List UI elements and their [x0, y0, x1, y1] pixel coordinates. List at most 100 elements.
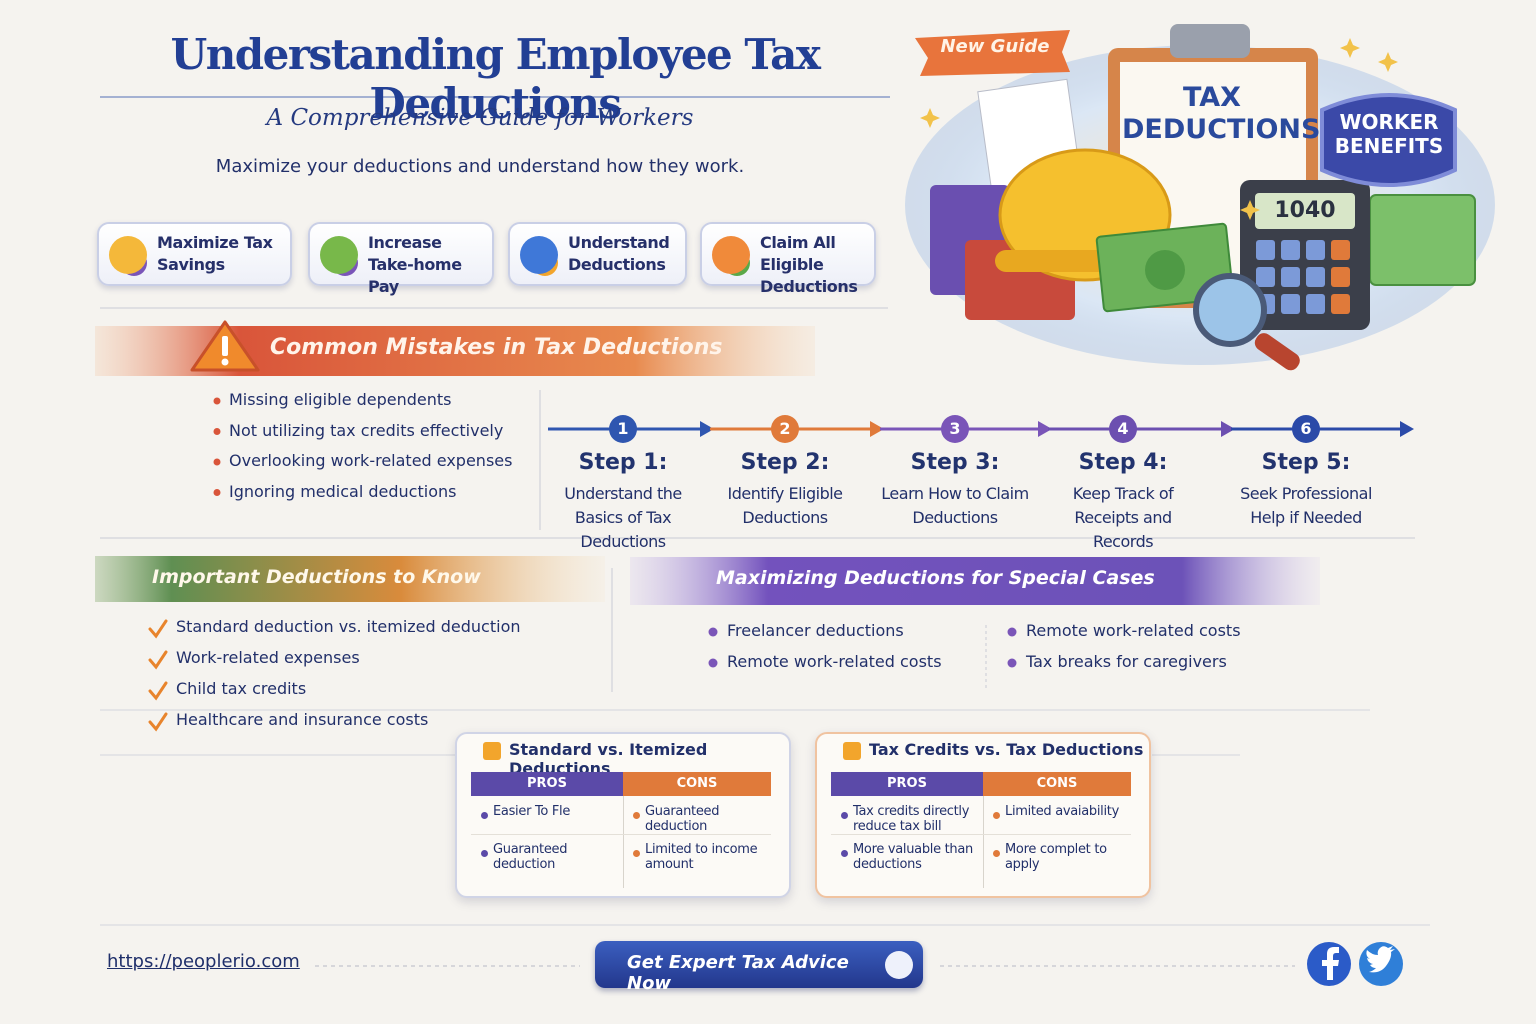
bullet: [213, 397, 221, 405]
check: [148, 712, 168, 732]
cta-arrow: [885, 951, 913, 979]
step-circle: [609, 415, 637, 443]
bullet: [1007, 627, 1017, 637]
bullet: [708, 627, 718, 637]
footer-url[interactable]: https://peoplerio.com: [107, 951, 300, 972]
calc-key: [1331, 240, 1350, 260]
step-title: Step 4:: [1078, 450, 1168, 475]
badge: Maximize Tax Savings: [97, 222, 292, 286]
calc-key: [1331, 294, 1350, 314]
comparison-card: Standard vs. Itemized Deductions PROS Easi…: [455, 732, 791, 898]
table-cell: Easier To Fle: [493, 804, 571, 819]
title: Understanding Employee Tax Deductions: [170, 30, 821, 128]
step-text: Understand the Basics of Tax Deductions: [564, 484, 682, 551]
warning-mark: [222, 336, 228, 356]
important-item: Work-related expenses: [176, 648, 360, 667]
ribbon: [915, 30, 1070, 76]
cell-divider: [623, 796, 624, 888]
sparkle: [1340, 38, 1360, 58]
step-number: 3: [949, 419, 961, 438]
table-bullet: [841, 850, 848, 857]
subtitle: A Comprehensive Guide for Workers: [266, 105, 694, 131]
hero-clipboard: TAX DEDUCTIONS: [1122, 82, 1321, 145]
sparkle: [1378, 52, 1398, 72]
calc-display: [1255, 193, 1355, 229]
badge: Claim All Eligible Deductions: [700, 222, 876, 296]
sparkle: [1240, 200, 1260, 220]
mistake-item: Overlooking work-related expenses: [229, 451, 513, 470]
badge: Increase Take-home Pay: [308, 222, 494, 296]
special-item: Remote work-related costs: [1026, 621, 1241, 640]
warning-dot: [221, 358, 229, 366]
step-number: 4: [1117, 419, 1129, 438]
arrow-head: [1038, 421, 1052, 437]
table-header: CONS: [623, 772, 771, 796]
badge: Understand Deductions: [508, 222, 687, 286]
calc-key: [1281, 240, 1300, 260]
step-title: Step 3:: [910, 450, 1000, 475]
table-header: PROS: [471, 772, 623, 796]
section-title: Common Mistakes in Tax Deductions: [270, 335, 723, 360]
hero-shield: WORKER BENEFITS: [1334, 110, 1444, 158]
step-text: Identify Eligible Deductions: [727, 484, 843, 527]
mistake-item: Not utilizing tax credits effectively: [229, 420, 504, 440]
magnifier-handle: [1254, 333, 1300, 371]
card-icon: [483, 742, 501, 760]
arrow-head: [1221, 421, 1235, 437]
bullet: [213, 458, 221, 466]
section-title: Important Deductions to Know: [152, 566, 481, 588]
table-cell: More complet to apply: [1005, 842, 1107, 872]
calc-key: [1281, 294, 1300, 314]
calc-key: [1281, 267, 1300, 287]
important-item: Child tax credits: [176, 679, 307, 698]
card-icon: [843, 742, 861, 760]
step-circle: [771, 415, 799, 443]
twitter-bird: [1366, 946, 1395, 973]
check: [148, 619, 168, 639]
row-divider: [831, 834, 1131, 835]
hero-ribbon: New Guide: [940, 36, 1050, 57]
calc-key: [1256, 240, 1275, 260]
table-cell: Guaranteed deduction: [493, 842, 568, 872]
banner: [630, 557, 1320, 605]
badge-icon: [520, 236, 558, 274]
table-cell: Guaranteed deduction: [645, 804, 720, 834]
step-number: 1: [617, 419, 629, 438]
step-text: Learn How to Claim Deductions: [881, 484, 1029, 527]
table-header: PROS: [831, 772, 983, 796]
table-bullet: [481, 850, 488, 857]
sparkle: [920, 108, 940, 128]
step-title: Step 1:: [578, 450, 668, 475]
badge-icon: [320, 236, 358, 274]
bullet: [708, 658, 718, 668]
magnifier: [1193, 273, 1267, 347]
badge-icon: [109, 236, 147, 274]
calc-key: [1306, 294, 1325, 314]
check: [148, 681, 168, 701]
comparison-card: Tax Credits vs. Tax Deductions PROS Tax cr…: [815, 732, 1151, 898]
step-number: 6: [1300, 419, 1312, 438]
table-bullet: [841, 812, 848, 819]
step-title: Step 5:: [1261, 450, 1351, 475]
important-item: Healthcare and insurance costs: [176, 710, 429, 729]
calc-key: [1256, 267, 1275, 287]
badge-label: Understand Deductions: [568, 233, 670, 274]
badge-label: Claim All Eligible Deductions: [760, 233, 858, 296]
bullet: [213, 489, 221, 496]
table-cell: More valuable than deductions: [853, 842, 973, 872]
bullet: [213, 428, 221, 435]
table-bullet: [993, 812, 1000, 819]
cta-button[interactable]: Get Expert Tax Advice Now: [595, 941, 923, 994]
badge-label: Maximize Tax Savings: [157, 233, 273, 274]
check: [148, 650, 168, 670]
cta-label: Get Expert Tax Advice Now: [627, 952, 849, 994]
calc-key: [1331, 267, 1350, 287]
tagline: Maximize your deductions and understand …: [215, 156, 745, 177]
banner: [95, 556, 605, 602]
step-circle: [1109, 415, 1137, 443]
step-circle: [941, 415, 969, 443]
table-bullet: [633, 850, 640, 857]
table-cell: Limited to income amount: [645, 842, 758, 872]
special-item: Remote work-related costs: [727, 652, 942, 671]
